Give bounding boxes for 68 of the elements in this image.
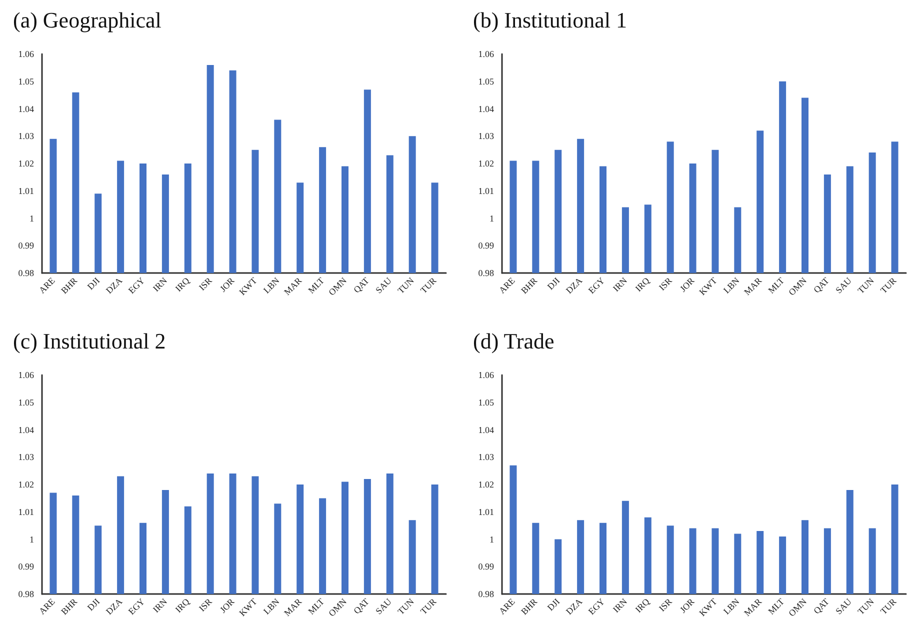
y-tick-label: 1.05	[18, 397, 34, 408]
y-tick-label: 1.01	[478, 506, 494, 517]
y-tick-label: 1.05	[478, 397, 494, 408]
chart-title: (d) Trade	[473, 328, 554, 354]
y-tick-label: 0.98	[18, 268, 34, 278]
y-tick-label: 0.99	[478, 240, 494, 251]
y-tick-label: 1.04	[478, 104, 494, 114]
x-tick-label: DJI	[545, 275, 562, 292]
x-tick-label: DZA	[104, 275, 124, 296]
y-tick-label: 0.99	[18, 240, 34, 251]
chart-title: (b) Institutional 1	[473, 8, 627, 32]
y-tick-label: 1.02	[478, 480, 494, 490]
x-tick-label: JOR	[678, 596, 696, 615]
x-tick-label: DZA	[104, 596, 124, 617]
y-tick-label: 0.98	[18, 589, 34, 599]
x-tick-label: ISR	[196, 596, 214, 614]
x-tick-label: IRN	[150, 596, 170, 614]
x-tick-label: TUR	[418, 596, 438, 616]
x-tick-label: DZA	[564, 596, 584, 617]
x-tick-label: TUR	[878, 596, 898, 616]
x-tick-label: DJI	[85, 596, 102, 613]
y-tick-label: 1.06	[478, 49, 494, 59]
y-tick-label: 1	[30, 213, 34, 224]
x-tick-label: IRN	[610, 275, 630, 294]
y-tick-label: 1.06	[18, 370, 34, 380]
y-tick-label: 1	[490, 534, 494, 544]
y-tick-label: 0.98	[478, 268, 494, 278]
chart-title: (c) Institutional 2	[13, 328, 166, 354]
x-tick-label: JOR	[218, 275, 236, 294]
x-tick-label: ISR	[196, 275, 214, 292]
y-tick-label: 1.06	[18, 49, 34, 59]
y-tick-label: 1.04	[18, 104, 34, 114]
y-tick-label: 1	[30, 534, 34, 544]
x-tick-label: TUR	[878, 275, 898, 296]
y-tick-label: 1.02	[18, 158, 34, 168]
y-tick-label: 1.02	[18, 480, 34, 490]
y-tick-label: 1.03	[478, 131, 494, 142]
x-tick-label: ISR	[656, 275, 674, 292]
y-tick-label: 1.03	[18, 452, 34, 462]
y-tick-label: 1	[490, 213, 494, 224]
y-tick-label: 1.06	[478, 370, 494, 380]
x-tick-label: IRQ	[633, 275, 652, 294]
y-tick-label: 1.04	[18, 424, 34, 435]
y-tick-label: 1.01	[18, 506, 34, 517]
y-tick-label: 1.02	[478, 158, 494, 168]
x-tick-label: TUR	[418, 275, 438, 296]
y-tick-label: 1.05	[478, 76, 494, 86]
x-tick-label: IRQ	[173, 596, 192, 614]
x-tick-label: DJI	[85, 275, 102, 292]
y-tick-label: 1.01	[478, 186, 494, 196]
y-tick-label: 1.03	[18, 131, 34, 142]
x-tick-label: JOR	[678, 275, 696, 294]
x-tick-label: JOR	[218, 596, 236, 615]
y-tick-label: 0.98	[478, 589, 494, 599]
y-tick-label: 0.99	[18, 562, 34, 572]
x-tick-label: DZA	[564, 275, 584, 296]
x-tick-label: ISR	[656, 596, 674, 614]
x-tick-label: DJI	[545, 596, 562, 613]
y-tick-label: 1.01	[18, 186, 34, 196]
y-tick-label: 0.99	[478, 562, 494, 572]
y-tick-label: 1.05	[18, 76, 34, 86]
x-tick-label: IRQ	[633, 596, 652, 614]
x-tick-label: IRN	[150, 275, 170, 294]
x-tick-label: IRN	[610, 596, 630, 614]
chart-title: (a) Geographical	[13, 8, 162, 32]
x-tick-label: IRQ	[173, 275, 192, 294]
y-tick-label: 1.03	[478, 452, 494, 462]
y-tick-label: 1.04	[478, 424, 494, 435]
